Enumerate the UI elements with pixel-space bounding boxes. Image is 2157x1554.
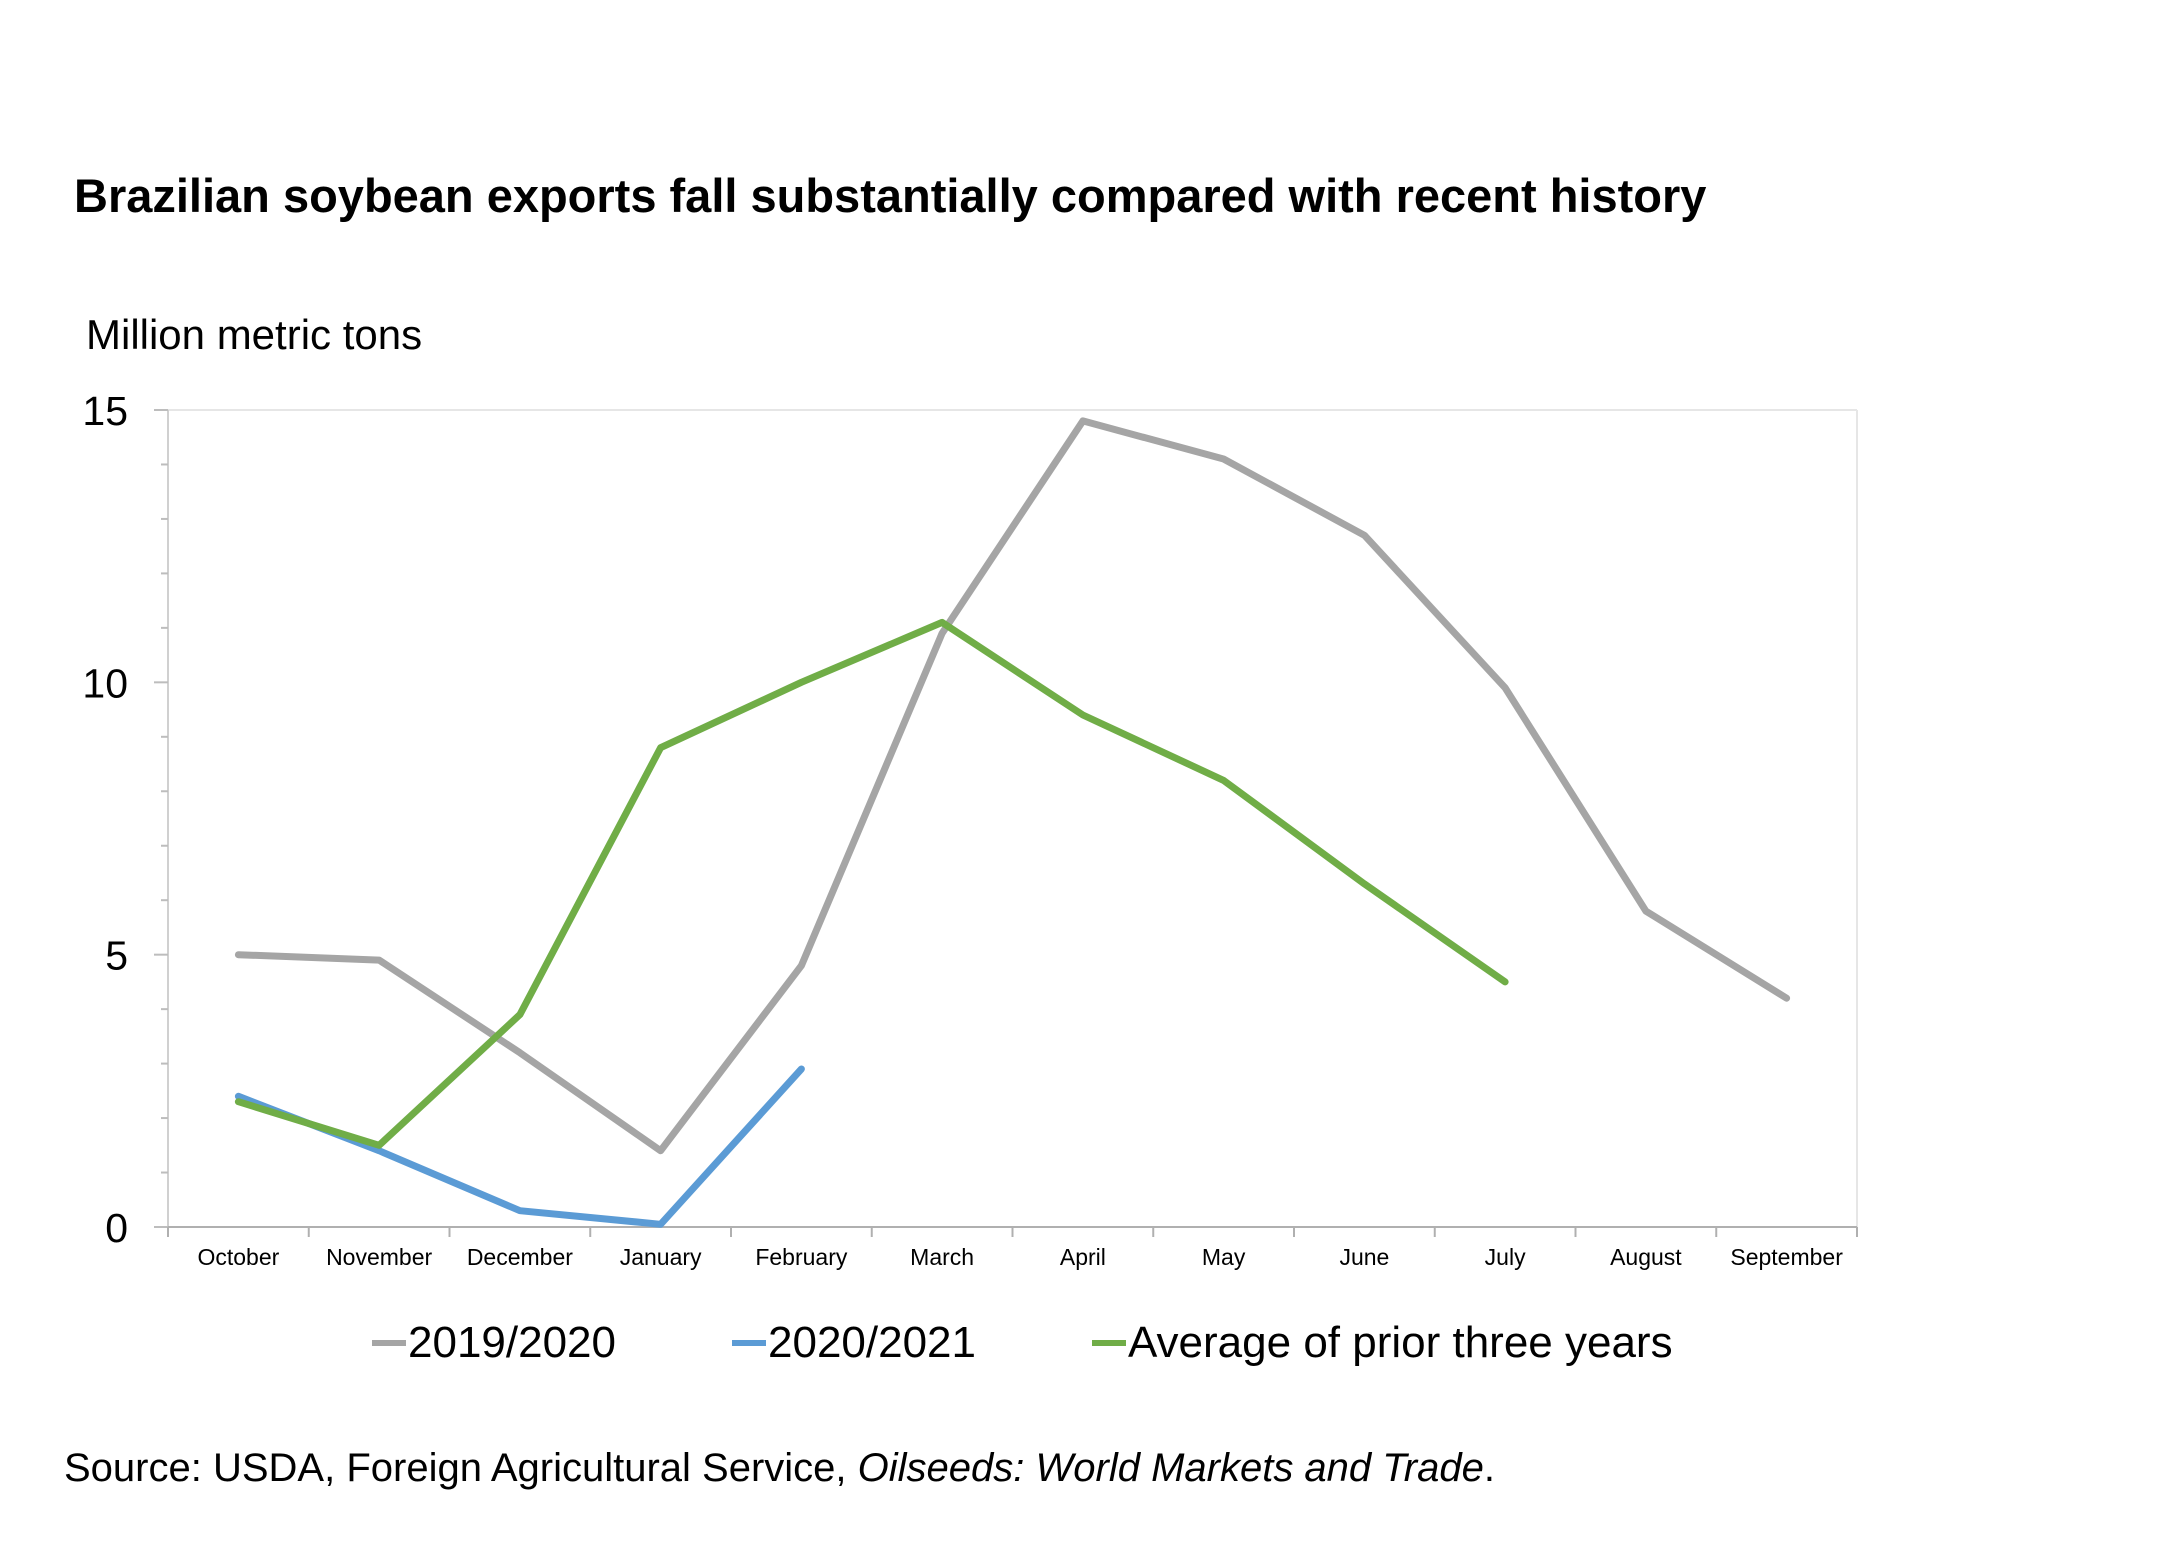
x-tick-label: May [1202, 1244, 1246, 1270]
y-axis-label: Million metric tons [86, 311, 423, 358]
legend-swatch [732, 1340, 766, 1346]
source-prefix: Source: USDA, Foreign Agricultural Servi… [64, 1446, 858, 1490]
legend-item: 2019/2020 [372, 1318, 616, 1368]
x-tick-label: March [910, 1244, 974, 1270]
x-tick-label: November [326, 1244, 432, 1270]
x-tick-label: July [1485, 1244, 1526, 1270]
y-tick-label: 15 [82, 388, 128, 434]
source-suffix: . [1483, 1446, 1495, 1490]
legend-swatch [1092, 1340, 1126, 1346]
series-line-3 [234, 618, 1509, 1149]
source-publication: Oilseeds: World Markets and Trade [857, 1446, 1484, 1490]
x-tick-label: June [1339, 1244, 1389, 1270]
x-tick-label: February [755, 1244, 848, 1270]
series-line-2 [234, 1065, 805, 1228]
legend: 2019/2020 2020/2021 Average of prior three… [0, 1318, 2157, 1378]
legend-swatch [372, 1340, 406, 1346]
y-tick-label: 10 [82, 660, 128, 706]
legend-item: 2020/2021 [732, 1318, 976, 1368]
legend-label: 2020/2021 [768, 1318, 976, 1367]
x-tick-label: December [467, 1244, 573, 1270]
y-tick-label: 5 [105, 933, 128, 979]
y-tick-label: 0 [105, 1205, 128, 1251]
x-tick-label: September [1730, 1244, 1843, 1270]
series-line-1 [234, 417, 1791, 1155]
x-tick-label: April [1060, 1244, 1106, 1270]
x-tick-label: January [620, 1244, 702, 1270]
x-tick-label: August [1610, 1244, 1682, 1270]
source-note: Source: USDA, Foreign Agricultural Servi… [64, 1446, 1495, 1491]
legend-item: Average of prior three years [1092, 1318, 1673, 1368]
legend-label: 2019/2020 [408, 1318, 616, 1367]
chart-title: Brazilian soybean exports fall substanti… [74, 169, 1707, 222]
x-tick-label: October [197, 1244, 279, 1270]
legend-label: Average of prior three years [1128, 1318, 1673, 1367]
